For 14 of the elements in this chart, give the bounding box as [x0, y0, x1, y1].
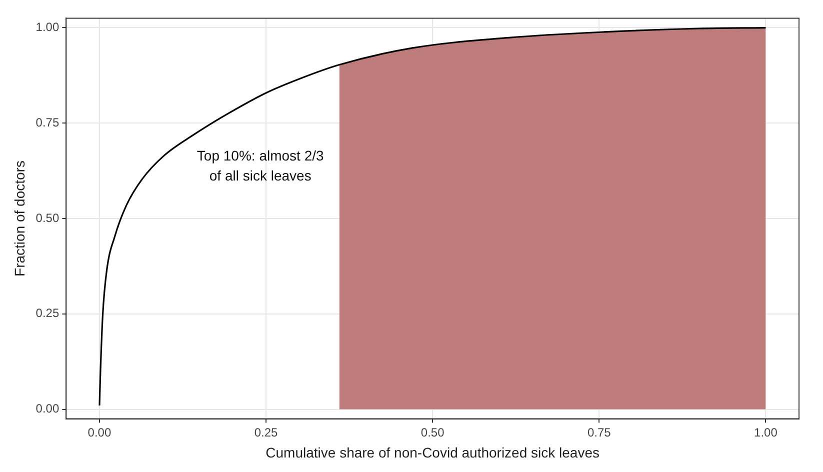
x-tick-label: 0.50 — [420, 425, 445, 440]
annotation: Top 10%: almost 2/3 of all sick leaves — [196, 147, 324, 184]
line-series — [98, 26, 766, 406]
x-tick-label: 1.00 — [754, 425, 778, 440]
y-tick-label: 1.00 — [36, 20, 60, 34]
x-tick-label: 0.25 — [254, 425, 278, 440]
x-tick-label: 0.00 — [88, 425, 112, 440]
y-axis-title: Fraction of doctors — [11, 160, 28, 276]
y-tick-label: 0.50 — [36, 210, 60, 225]
x-axis-title: Cumulative share of non-Covid authorized sick leaves — [266, 444, 600, 460]
x-tick-label: 0.75 — [587, 425, 612, 440]
y-tick-label: 0.25 — [36, 306, 60, 320]
y-tick-label: 0.75 — [36, 115, 60, 130]
y-tick-label: 0.00 — [36, 402, 60, 416]
